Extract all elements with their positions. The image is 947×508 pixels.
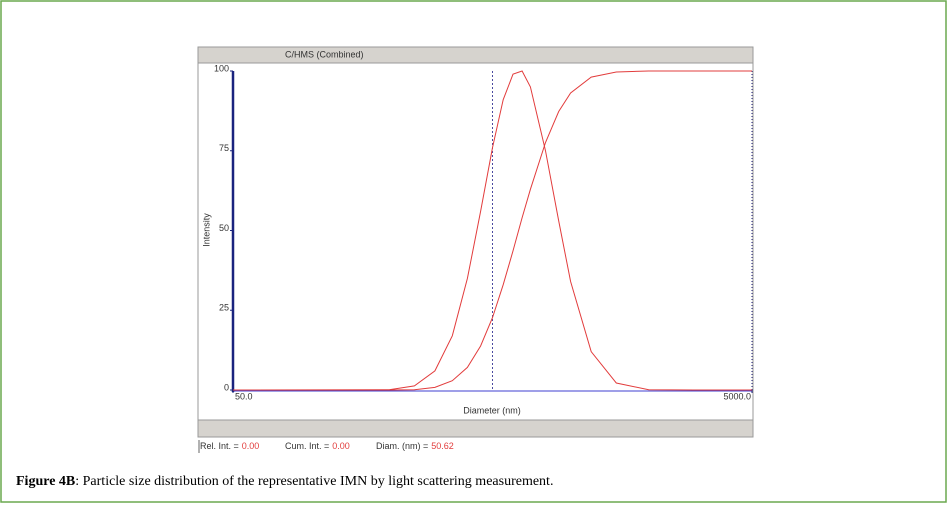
- x-tick-label: 5000.0: [723, 391, 751, 401]
- y-tick-label: 0: [224, 382, 229, 392]
- y-tick-label: 75: [219, 143, 229, 153]
- status-value: 0.00: [242, 441, 260, 451]
- y-axis-label: Intensity: [201, 213, 211, 247]
- status-label: Cum. Int. =: [285, 441, 329, 451]
- y-tick-label: 100: [214, 63, 229, 73]
- footer-bar: [197, 419, 754, 438]
- series-line: [233, 70, 752, 391]
- status-item: Rel. Int. = 0.00: [200, 441, 259, 451]
- caption-label: Figure 4B: [16, 474, 75, 489]
- x-tick-label: 50.0: [235, 391, 253, 401]
- status-item: Diam. (nm) = 50.62: [376, 441, 454, 451]
- y-tick-label: 25: [219, 303, 229, 313]
- chart-panel: [197, 46, 754, 438]
- status-value: 50.62: [431, 441, 454, 451]
- x-axis-label: Diameter (nm): [463, 405, 521, 415]
- status-label: Rel. Int. =: [200, 441, 239, 451]
- status-value: 0.00: [332, 441, 350, 451]
- series-line: [232, 70, 752, 391]
- caption-text: : Particle size distribution of the repr…: [75, 474, 553, 489]
- status-item: Cum. Int. = 0.00: [285, 441, 350, 451]
- status-label: Diam. (nm) =: [376, 441, 428, 451]
- caption: Figure 4B: Particle size distribution of…: [16, 474, 553, 489]
- y-tick-label: 50: [219, 223, 229, 233]
- chart-title: C/HMS (Combined): [285, 49, 364, 59]
- header-bar: [197, 46, 754, 64]
